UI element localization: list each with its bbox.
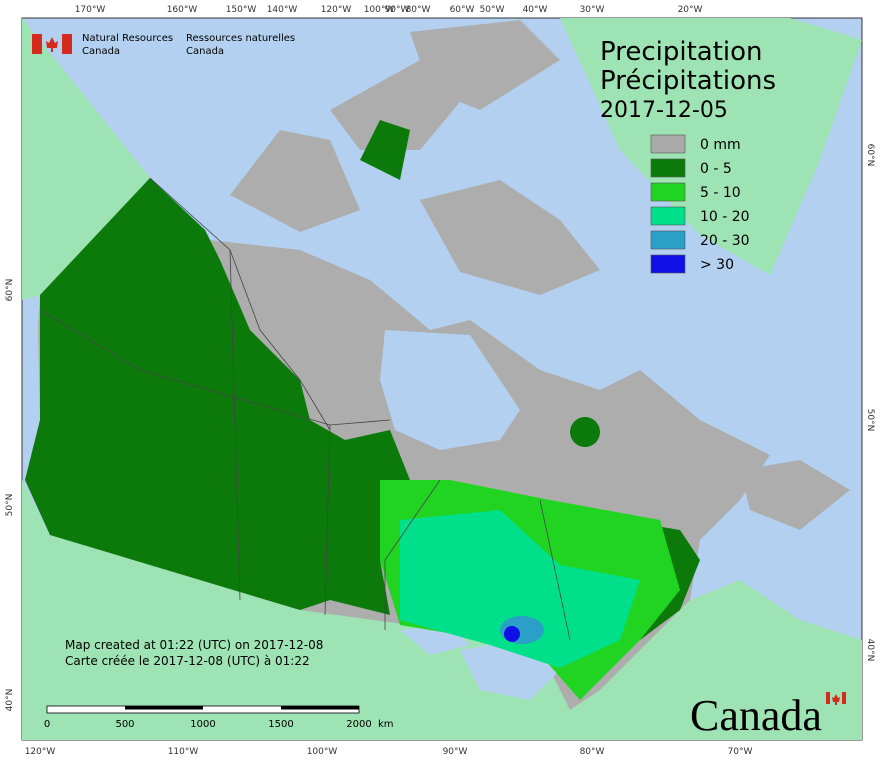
org-fr: Canada	[186, 46, 224, 57]
provincial-borders	[39, 177, 571, 641]
flag-bar	[62, 34, 72, 54]
legend-label: 0 mm	[700, 137, 741, 153]
maple-leaf	[832, 694, 840, 705]
scale-segment	[125, 706, 203, 710]
flag-bar	[842, 692, 846, 704]
border	[229, 249, 241, 601]
precip-over-30	[504, 626, 520, 642]
graticule-bottom: 80°W	[580, 747, 605, 757]
legend-swatch	[650, 230, 686, 250]
legend-swatch	[650, 134, 686, 154]
legend-label: 10 - 20	[700, 209, 750, 225]
legend-swatch	[650, 254, 686, 274]
precip-0-5	[360, 120, 410, 180]
title-fr: Précipitations	[600, 66, 776, 96]
precip-10-20	[400, 510, 640, 668]
scale-label: 0	[44, 719, 50, 730]
greenland	[560, 18, 862, 275]
graticule-top: 170°W	[75, 5, 106, 15]
legend-label: 0 - 5	[700, 161, 732, 177]
graticule-top: 30°W	[580, 5, 605, 15]
island	[230, 130, 360, 232]
graticule-left: 60°N	[5, 279, 15, 302]
graticule-right: 40°N	[865, 639, 875, 662]
graticule-bottom: 120°W	[25, 747, 56, 757]
scale-segment	[281, 706, 359, 710]
hudson-bay	[380, 330, 520, 450]
border	[384, 479, 441, 630]
scale-label: 500	[115, 719, 134, 730]
scale-label: 2000	[346, 719, 371, 730]
org-en: Canada	[82, 46, 120, 57]
legend-label: > 30	[700, 257, 734, 273]
wordmark: Canada	[690, 691, 822, 740]
title-en: Precipitation	[600, 37, 763, 67]
org-en: Natural Resources	[82, 33, 173, 44]
graticule-top: 160°W	[167, 5, 198, 15]
legend-swatch	[650, 206, 686, 226]
org-fr: Ressources naturelles	[186, 33, 295, 44]
scale-label: 1500	[268, 719, 293, 730]
title-date: 2017-12-05	[600, 98, 728, 123]
graticule-right: 60°N	[865, 144, 875, 167]
precip-0-5	[570, 417, 600, 447]
note-en: Map created at 01:22 (UTC) on 2017-12-08	[65, 638, 323, 652]
maple-leaf	[46, 37, 58, 52]
legend-label: 5 - 10	[700, 185, 741, 201]
island	[410, 20, 560, 110]
wordmark-flag	[826, 692, 846, 705]
flag-bar	[32, 34, 42, 54]
graticule-top: 60°W	[450, 5, 475, 15]
graticule-bottom: 110°W	[168, 747, 199, 757]
graticule-left: 50°N	[5, 494, 15, 517]
scale-label: 1000	[190, 719, 215, 730]
border	[539, 499, 571, 641]
island	[420, 180, 600, 295]
graticule-top: 80°W	[406, 5, 431, 15]
graticule-right: 50°N	[865, 409, 875, 432]
legend: 0 mm 0 - 5 5 - 10 10 - 20 20 - 30 > 30	[650, 134, 750, 274]
graticule-bottom: 70°W	[728, 747, 753, 757]
graticule-top: 20°W	[678, 5, 703, 15]
legend-swatch	[650, 182, 686, 202]
graticule-top: 40°W	[523, 5, 548, 15]
graticule-top: 120°W	[321, 5, 352, 15]
precip-0-5	[25, 178, 410, 615]
graticule-bottom: 100°W	[307, 747, 338, 757]
graticule-top: 50°W	[480, 5, 505, 15]
scale-bar: 0 500 1000 1500 2000 km	[44, 705, 394, 730]
graticule-top: 150°W	[226, 5, 257, 15]
precipitation	[25, 120, 700, 700]
legend-swatch	[650, 158, 686, 178]
flag-bar	[826, 692, 830, 704]
note-fr: Carte créée le 2017-12-08 (UTC) à 01:22	[65, 654, 310, 668]
graticule-top: 100°W	[364, 5, 395, 15]
legend-label: 20 - 30	[700, 233, 750, 249]
graticule-top: 140°W	[267, 5, 298, 15]
alaska	[22, 18, 150, 300]
graticule-labels: 170°W 160°W 150°W 140°W 120°W 100°W90°W80°W 60…	[5, 5, 875, 757]
graticule-top: 90°W	[385, 5, 410, 15]
border	[39, 309, 391, 426]
scale-unit: km	[378, 719, 394, 730]
border	[324, 424, 331, 616]
newfoundland	[740, 460, 850, 530]
graticule-bottom: 90°W	[443, 747, 468, 757]
graticule-left: 40°N	[5, 689, 15, 712]
logo	[32, 34, 72, 54]
border	[149, 177, 331, 431]
usa	[22, 480, 862, 740]
